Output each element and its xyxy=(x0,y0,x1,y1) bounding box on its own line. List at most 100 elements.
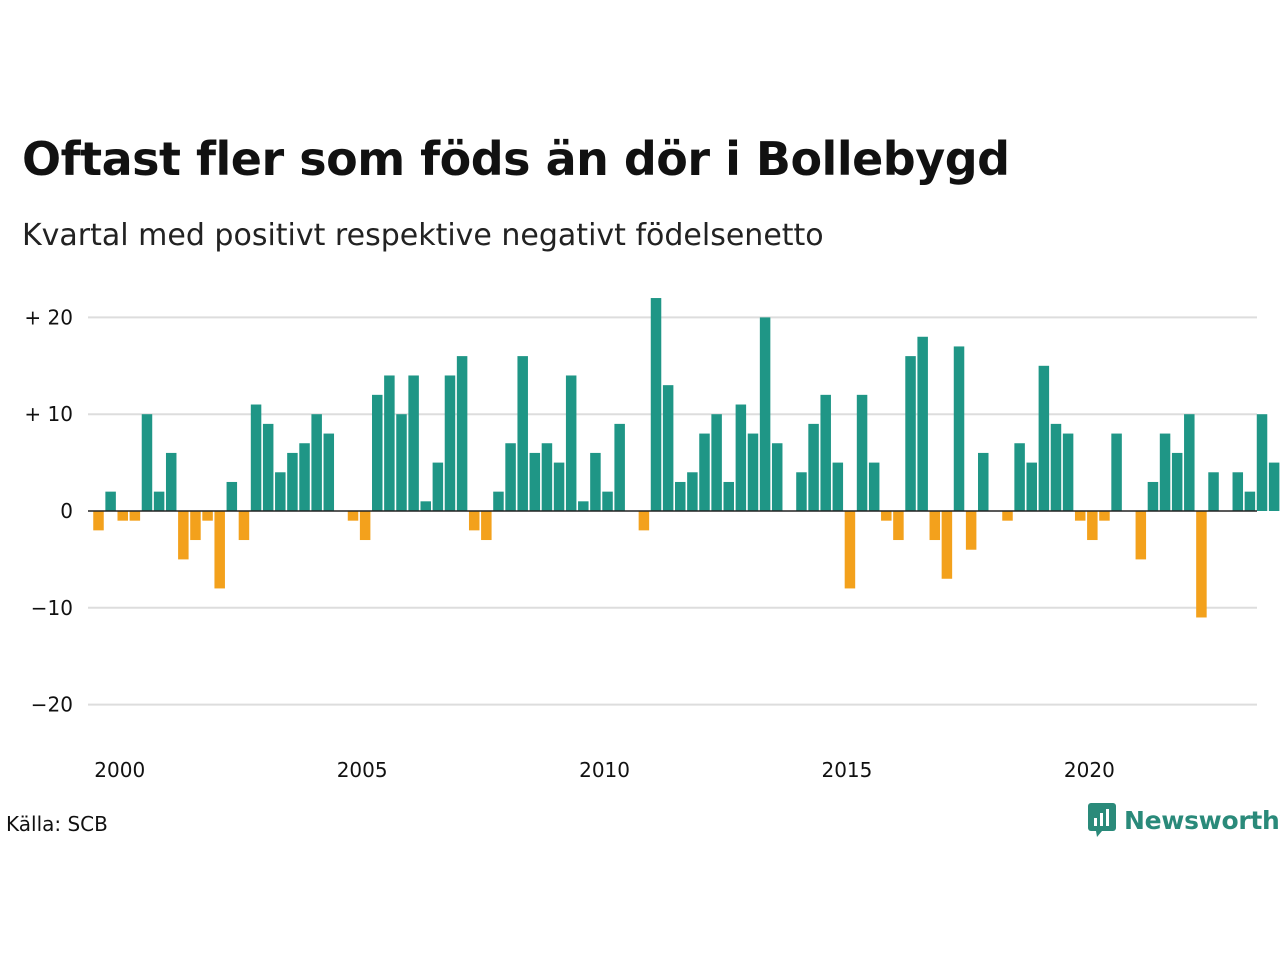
bar-positive xyxy=(578,501,589,511)
y-tick-label: + 10 xyxy=(24,402,73,426)
bar-positive xyxy=(408,375,419,511)
bar-positive xyxy=(868,462,880,511)
bar-positive xyxy=(711,414,722,511)
brand-name: Newsworthy xyxy=(1124,805,1280,835)
bar-positive xyxy=(602,491,613,511)
bar-positive xyxy=(687,472,698,511)
bar-negative xyxy=(1135,511,1147,560)
bar-positive xyxy=(1026,462,1037,511)
gridlines xyxy=(88,316,1257,706)
bar-negative xyxy=(178,511,189,560)
bar-positive xyxy=(1014,443,1025,511)
x-tick-label: 2015 xyxy=(821,758,872,782)
bar-positive xyxy=(675,481,686,511)
bar-positive xyxy=(287,452,298,511)
bar-positive xyxy=(1184,414,1195,511)
bar-positive xyxy=(444,375,456,511)
bar-positive xyxy=(250,404,262,511)
bar-positive xyxy=(759,317,771,511)
bar-negative xyxy=(844,511,856,589)
bar-positive xyxy=(1159,433,1171,511)
bar-positive xyxy=(1232,472,1244,511)
bar-positive xyxy=(723,481,734,511)
bar-positive xyxy=(384,375,395,511)
bar-positive xyxy=(808,423,819,511)
bar-positive xyxy=(517,356,528,511)
bar-negative xyxy=(929,511,941,541)
bar-positive xyxy=(493,491,504,511)
bar-positive xyxy=(299,443,310,511)
chart-title: Oftast fler som föds än dör i Bollebygd xyxy=(22,132,1010,186)
bar-positive xyxy=(747,433,759,511)
bar-positive xyxy=(262,423,274,511)
bar-positive xyxy=(565,375,577,511)
bar-negative xyxy=(359,511,371,541)
bar-positive xyxy=(699,433,710,511)
bar-positive xyxy=(1244,491,1256,511)
bar-positive xyxy=(105,491,116,511)
bar-positive xyxy=(953,346,965,511)
bar-positive xyxy=(141,414,153,511)
bar-positive xyxy=(275,472,286,511)
bar-positive xyxy=(650,298,662,511)
bar-positive xyxy=(1268,462,1280,511)
bar-negative xyxy=(1087,511,1098,541)
bar-negative xyxy=(893,511,904,541)
bar-positive xyxy=(978,452,989,511)
bar-negative xyxy=(117,511,128,521)
bar-positive xyxy=(820,394,831,511)
y-tick-label: −10 xyxy=(31,596,73,620)
bar-positive xyxy=(1208,472,1219,511)
bar-positive xyxy=(771,443,783,511)
bar-positive xyxy=(226,481,238,511)
bar-negative xyxy=(481,511,492,541)
bar-negative xyxy=(129,511,141,521)
bar-positive xyxy=(505,443,516,511)
bar-positive xyxy=(735,404,747,511)
bar-positive xyxy=(1111,433,1122,511)
y-tick-label: + 20 xyxy=(24,305,73,329)
bar-negative xyxy=(941,511,953,579)
bar-positive xyxy=(614,423,625,511)
newsworthy-logo: Newsworthy xyxy=(1088,803,1280,837)
bar-positive xyxy=(432,462,444,511)
bar-negative xyxy=(93,511,104,531)
bar-negative xyxy=(1196,511,1207,618)
bar-negative xyxy=(468,511,480,531)
bar-positive xyxy=(1171,452,1183,511)
y-tick-label: 0 xyxy=(60,499,73,523)
bar-negative xyxy=(881,511,892,521)
x-tick-label: 2000 xyxy=(94,758,145,782)
bar-positive xyxy=(396,414,407,511)
bar-negative xyxy=(1002,511,1013,521)
bar-negative xyxy=(202,511,213,521)
source-note: Källa: SCB xyxy=(6,812,108,836)
bar-positive xyxy=(372,394,383,511)
bar-positive xyxy=(553,462,565,511)
bar-negative xyxy=(965,511,977,550)
bar-positive xyxy=(856,394,868,511)
bar-positive xyxy=(1256,414,1268,511)
bar-positive xyxy=(796,472,807,511)
bar-negative xyxy=(238,511,250,541)
bar-positive xyxy=(905,356,916,511)
bar-positive xyxy=(311,414,322,511)
x-axis-ticks: 2000 2005 2010 2015 2020 xyxy=(94,758,1115,782)
x-tick-label: 2020 xyxy=(1064,758,1115,782)
bar-positive xyxy=(420,501,431,511)
bar-positive xyxy=(1147,481,1159,511)
bars xyxy=(93,298,1280,618)
bar-positive xyxy=(165,452,177,511)
bar-negative xyxy=(1099,511,1110,521)
x-tick-label: 2005 xyxy=(337,758,388,782)
bar-positive xyxy=(541,443,553,511)
bar-negative xyxy=(638,511,650,531)
bar-positive xyxy=(1062,433,1074,511)
bar-positive xyxy=(529,452,541,511)
bar-negative xyxy=(347,511,359,521)
bar-negative xyxy=(1074,511,1086,521)
bar-negative xyxy=(214,511,225,589)
y-tick-label: −20 xyxy=(31,693,73,717)
x-tick-label: 2010 xyxy=(579,758,630,782)
bar-positive xyxy=(323,433,335,511)
